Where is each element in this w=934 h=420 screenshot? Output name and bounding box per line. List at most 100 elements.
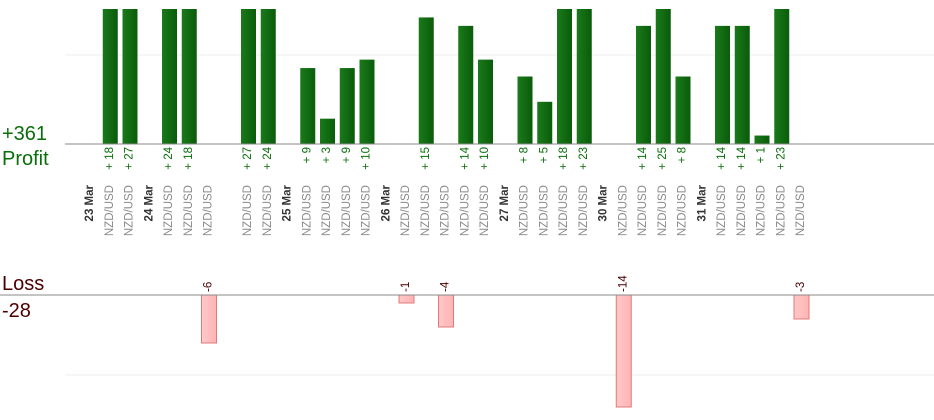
profit-value-label: + 18 [558,147,570,170]
profit-value-label: + 25 [657,147,669,170]
profit-value-label: + 18 [183,147,195,170]
profit-value-label: + 27 [242,147,254,170]
pair-label: NZD/USD [124,185,136,236]
profit-bar [754,135,770,144]
profit-value-label: + 3 [321,147,333,163]
profit-value-label: + 14 [459,146,471,169]
profit-bar [458,25,474,144]
loss-value-label: -4 [440,281,452,292]
loss-value-label: -6 [203,282,215,292]
profit-bar [576,9,592,144]
profit-bar [162,9,177,144]
loss-value-label: -3 [795,282,807,292]
pair-label: NZD/USD [578,185,590,236]
loss-bar [438,294,454,328]
pair-label: NZD/USD [341,185,353,236]
profit-total: +361 [2,123,47,145]
profit-value-label: + 10 [479,147,491,170]
profit-bar [339,68,355,144]
pair-label: NZD/USD [617,185,629,236]
pair-label: NZD/USD [361,185,373,236]
pair-label: NZD/USD [677,185,689,236]
loss-label: Loss [2,273,44,295]
pair-label: NZD/USD [736,185,748,236]
profit-value-label: + 24 [163,146,175,169]
date-label: 26 Mar [380,184,392,221]
bars-layer [102,9,810,408]
pair-label: NZD/USD [262,185,274,236]
profit-value-label: + 23 [775,147,787,170]
profit-value-label: + 9 [341,147,353,163]
profit-bar [418,17,434,144]
profit-bar [122,9,138,144]
profit-bar [774,9,790,144]
pair-label: NZD/USD [242,185,254,236]
loss-bar [615,294,632,408]
profit-value-label: + 1 [756,147,768,163]
labels-layer: 23 Mar NZD/USD + 18 NZD/USD + 27 24 Mar NZD/US… [84,146,807,292]
pair-label: NZD/USD [558,185,570,236]
profit-value-label: + 9 [301,147,313,163]
pair-label: NZD/USD [637,185,649,236]
profit-value-label: + 24 [262,146,274,169]
profit-bar [478,59,493,144]
pair-label: NZD/USD [459,185,471,236]
date-label: 27 Mar [499,184,511,221]
profit-value-label: + 10 [361,147,373,170]
loss-bar [793,294,810,320]
profit-value-label: + 14 [637,146,649,169]
pair-label: NZD/USD [795,185,807,236]
date-label: 23 Mar [84,184,96,221]
profit-bar [260,9,276,144]
date-label: 25 Mar [282,184,294,221]
profit-value-label: + 23 [578,147,590,170]
profit-value-label: + 27 [124,147,136,170]
profit-value-label: + 15 [420,147,432,170]
profit-value-label: + 8 [677,147,689,163]
pair-label: NZD/USD [479,185,491,236]
profit-bar [359,59,375,144]
pair-label: NZD/USD [203,185,215,236]
profit-bar [734,25,750,144]
profit-bar [517,76,533,144]
profit-bar [537,101,553,144]
profit-value-label: + 14 [736,146,748,169]
pair-label: NZD/USD [420,185,432,236]
loss-value-label: -1 [400,282,412,292]
profit-bar [320,118,335,144]
pair-label: NZD/USD [519,185,531,236]
profit-value-label: + 18 [104,147,116,170]
pair-label: NZD/USD [716,185,728,236]
profit-bar [636,25,651,144]
pair-label: NZD/USD [183,185,195,236]
pair-label: NZD/USD [538,185,550,236]
pair-label: NZD/USD [756,185,768,236]
pair-label: NZD/USD [104,185,116,236]
pair-label: NZD/USD [321,185,333,236]
profit-value-label: + 14 [716,146,728,169]
pair-label: NZD/USD [657,185,669,236]
loss-bar [201,294,217,344]
profit-label: Profit [2,148,49,170]
pair-label: NZD/USD [301,185,313,236]
pair-label: NZD/USD [775,185,787,236]
date-label: 24 Mar [143,184,155,221]
loss-bar [398,294,415,304]
date-label: 30 Mar [598,184,610,221]
profit-bar [300,68,316,144]
loss-value-label: -14 [617,275,629,292]
profit-value-label: + 5 [538,147,550,163]
profit-value-label: + 8 [519,147,531,163]
profit-bar [655,9,671,144]
pair-label: NZD/USD [163,185,175,236]
loss-total: -28 [2,300,31,322]
profit-bar [102,9,118,144]
profit-bar [715,25,730,144]
profit-bar [675,76,691,144]
date-label: 31 Mar [696,184,708,221]
pair-label: NZD/USD [440,185,452,236]
pair-label: NZD/USD [400,185,412,236]
profit-bar [181,9,197,144]
profit-bar [241,9,256,144]
